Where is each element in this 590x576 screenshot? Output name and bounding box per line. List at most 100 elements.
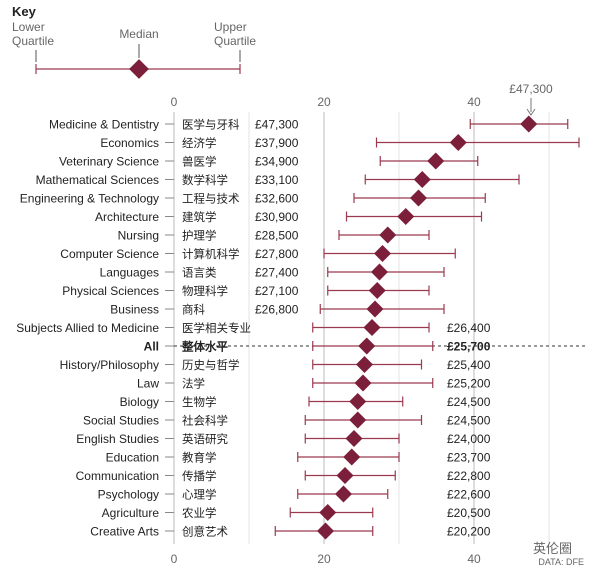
median-marker (335, 485, 352, 503)
row-value-label: £22,800 (447, 469, 491, 483)
key-lower-quartile-line2: Quartile (12, 34, 54, 48)
row-value-label: £22,600 (447, 488, 491, 502)
row-value-label: £23,700 (447, 451, 491, 465)
row-label: Languages (100, 266, 159, 280)
chart-row: Agriculture 农业学 £20,500 (102, 504, 491, 521)
x-tick-label-bottom: 40 (467, 552, 481, 566)
row-label: Nursing (118, 229, 159, 243)
row-cn-label: 商科 (182, 303, 205, 317)
row-value-label: £20,500 (447, 506, 491, 520)
row-label: Business (110, 303, 159, 317)
chart-row: History/Philosophy 历史与哲学 £25,400 (60, 356, 491, 373)
row-cn-label: 法学 (182, 377, 205, 391)
row-value-label: £32,600 (255, 192, 299, 206)
row-cn-label: 医学与牙科 (182, 118, 240, 132)
row-value-label: £27,400 (255, 266, 299, 280)
row-cn-label: 数学科学 (182, 173, 228, 187)
source-note: DATA: DFE (538, 557, 584, 567)
chart-row: All 整体水平 £25,700 (144, 337, 586, 355)
x-tick-label-top: 40 (467, 95, 481, 109)
row-cn-label: 建筑学 (182, 210, 217, 224)
chart-row: Creative Arts 创意艺术 £20,200 (90, 522, 491, 540)
row-label: Computer Science (60, 247, 159, 261)
row-value-label: £27,800 (255, 247, 299, 261)
chart-row: Engineering & Technology 工程与技术 £32,600 (20, 189, 486, 207)
x-tick-labels: 0 0 20 20 40 40 (171, 95, 481, 566)
chart-row: Mathematical Sciences 数学科学 £33,100 (36, 171, 520, 188)
row-label: Medicine & Dentistry (49, 118, 159, 132)
chart-row: Law 法学 £25,200 (137, 374, 491, 392)
chart-row: Social Studies 社会科学 £24,500 (83, 411, 491, 429)
chart-row: Computer Science 计算机科学 £27,800 (60, 245, 456, 262)
key-upper-quartile-line2: Quartile (214, 34, 256, 48)
top-callout-label: £47,300 (509, 82, 553, 96)
row-value-label: £24,000 (447, 432, 491, 446)
row-value-label: £47,300 (255, 118, 299, 132)
row-value-label: £26,400 (447, 321, 491, 335)
chart-row: Biology 生物学 £24,500 (120, 393, 491, 410)
row-label: All (144, 340, 159, 354)
row-label: Education (106, 451, 159, 465)
median-marker (368, 282, 386, 299)
row-value-label: £24,500 (447, 414, 491, 428)
row-cn-label: 历史与哲学 (182, 358, 240, 372)
row-value-label: £26,800 (255, 303, 299, 317)
median-marker (374, 245, 391, 262)
chart-row: Veterinary Science 兽医学 £34,900 (59, 152, 479, 170)
row-cn-label: 英语研究 (182, 432, 228, 446)
chart-row: Nursing 护理学 £28,500 (118, 226, 430, 244)
row-value-label: £25,400 (447, 358, 491, 372)
median-marker (397, 208, 415, 225)
median-marker (427, 152, 445, 170)
top-callout: £47,300 (509, 82, 553, 116)
row-label: Subjects Allied to Medicine (16, 321, 159, 335)
x-tick-label-bottom: 0 (171, 552, 178, 566)
row-label: Social Studies (83, 414, 159, 428)
median-marker (449, 134, 467, 151)
row-label: Economics (100, 136, 159, 150)
median-marker (363, 319, 381, 336)
row-value-label: £30,900 (255, 210, 299, 224)
median-marker (366, 300, 384, 318)
row-cn-label: 社会科学 (182, 414, 228, 428)
row-cn-label: 兽医学 (182, 155, 217, 169)
key-upper-quartile-line1: Upper (214, 20, 247, 34)
chart-row: Architecture 建筑学 £30,900 (95, 208, 483, 225)
row-cn-label: 心理学 (182, 488, 217, 502)
chart-row: Economics 经济学 £37,900 (100, 134, 580, 151)
key-title: Key (12, 4, 37, 19)
median-marker (356, 356, 373, 373)
row-value-label: £20,200 (447, 525, 491, 539)
key-median-label: Median (119, 27, 158, 41)
median-marker (319, 504, 337, 521)
median-marker (345, 430, 363, 447)
chart-row: Physical Sciences 物理科学 £27,100 (62, 282, 430, 299)
median-marker (379, 226, 397, 244)
median-marker (413, 171, 431, 188)
row-cn-label: 医学相关专业 (182, 321, 251, 335)
median-marker (358, 337, 376, 355)
row-label: Communication (76, 469, 159, 483)
x-tick-label-bottom: 20 (317, 552, 331, 566)
x-tick-label-top: 0 (171, 95, 178, 109)
row-cn-label: 护理学 (182, 229, 217, 243)
row-label: Physical Sciences (62, 284, 159, 298)
row-cn-label: 语言类 (182, 266, 217, 280)
row-cn-label: 农业学 (182, 506, 217, 520)
x-tick-label-top: 20 (317, 95, 331, 109)
chart-row: English Studies 英语研究 £24,000 (76, 430, 491, 447)
row-label: Agriculture (102, 506, 160, 520)
median-marker (343, 448, 361, 466)
chart-row: Business 商科 £26,800 (110, 300, 445, 318)
row-cn-label: 经济学 (182, 136, 217, 150)
row-cn-label: 传播学 (182, 469, 217, 483)
row-label: Biology (120, 395, 159, 409)
chart-row: Education 教育学 £23,700 (106, 448, 491, 466)
median-marker (410, 189, 427, 207)
chart-row: Medicine & Dentistry 医学与牙科 £47,300 (49, 115, 569, 133)
chart-row: Subjects Allied to Medicine 医学相关专业 £26,400 (16, 319, 491, 336)
row-cn-label: 工程与技术 (182, 192, 240, 206)
row-value-label: £24,500 (447, 395, 491, 409)
chart-row: Communication 传播学 £22,800 (76, 467, 491, 484)
